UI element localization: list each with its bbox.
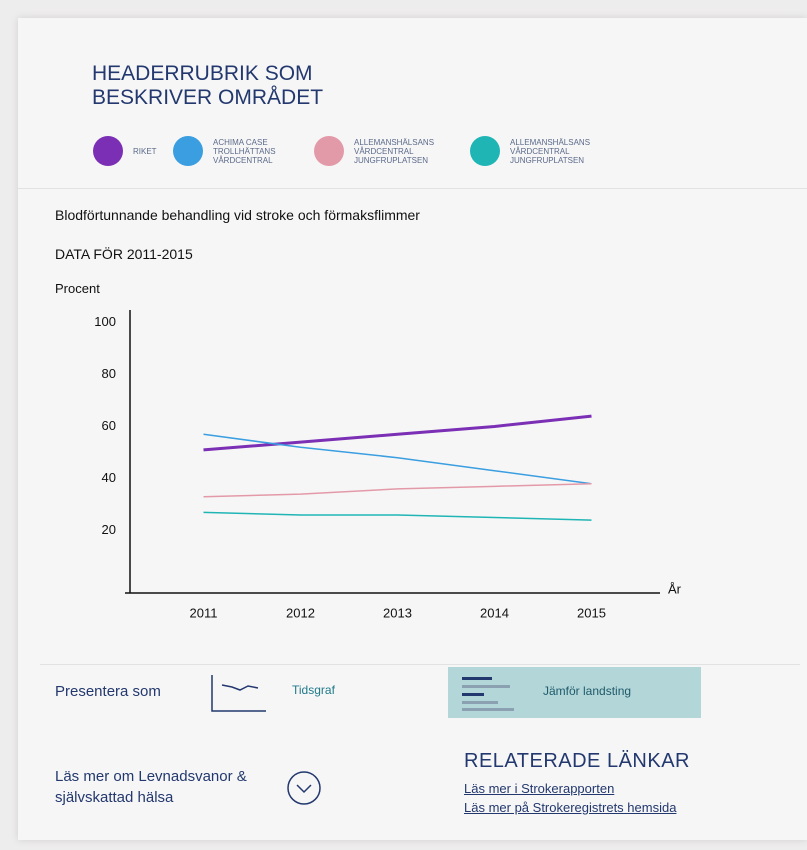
title-line: HEADERRUBRIK SOM — [92, 62, 313, 85]
legend-dot — [470, 136, 500, 166]
legend-item: ALLEMANSHÄLSANS VÅRDCENTRAL JUNGFRUPLATS… — [470, 136, 600, 166]
chart-subtitle: DATA FÖR 2011-2015 — [55, 246, 193, 262]
series-line — [203, 414, 592, 452]
present-label: Presentera som — [55, 683, 161, 700]
time-graph-icon[interactable] — [210, 673, 270, 715]
legend-label: ALLEMANSHÄLSANS VÅRDCENTRAL JUNGFRUPLATS… — [354, 137, 435, 165]
legend-label: RIKET — [133, 146, 157, 156]
series-line — [203, 511, 592, 521]
chart: År 20 40 60 80 100 2011 2012 2013 2014 2015 — [94, 310, 682, 620]
chart-title: Blodförtunnande behandling vid stroke oc… — [55, 207, 420, 223]
x-axis-label: År — [668, 581, 682, 596]
related-link[interactable]: Läs mer på Strokeregistrets hemsida — [464, 800, 677, 815]
legend-item: RIKET — [93, 136, 193, 166]
legend-item: ALLEMANSHÄLSANS VÅRDCENTRAL JUNGFRUPLATS… — [314, 136, 444, 166]
series-line — [203, 433, 592, 485]
compare-button[interactable] — [448, 667, 701, 718]
y-tick-label: 20 — [102, 522, 116, 537]
y-tick-label: 80 — [102, 366, 116, 381]
series-line — [203, 482, 592, 498]
x-tick-label: 2011 — [190, 605, 218, 620]
related-title: RELATERADE LÄNKAR — [464, 750, 690, 772]
x-tick-label: 2015 — [577, 605, 606, 620]
x-tick-label: 2013 — [383, 605, 412, 620]
legend-dot — [173, 136, 203, 166]
legend-dot — [314, 136, 344, 166]
x-tick-label: 2014 — [480, 605, 509, 620]
title-line: BESKRIVER OMRÅDET — [92, 86, 324, 109]
related-link[interactable]: Läs mer i Strokerapporten — [464, 781, 615, 796]
header-title: HEADERRUBRIK SOM BESKRIVER OMRÅDET — [92, 62, 323, 110]
y-tick-label: 100 — [94, 314, 116, 329]
divider — [18, 188, 807, 189]
option-compare[interactable]: Jämför landsting — [543, 684, 632, 698]
divider — [40, 664, 800, 665]
expand-icon[interactable] — [286, 770, 322, 806]
y-tick-label: 40 — [102, 470, 116, 485]
legend-label: ACHIMA CASE TROLLHÄTTANS VÅRDCENTRAL — [213, 137, 276, 165]
legend-item: ACHIMA CASE TROLLHÄTTANS VÅRDCENTRAL — [173, 136, 293, 166]
legend-label: ALLEMANSHÄLSANS VÅRDCENTRAL JUNGFRUPLATS… — [510, 137, 591, 165]
legend-dot — [93, 136, 123, 166]
y-tick-label: 60 — [102, 418, 116, 433]
x-tick-label: 2012 — [286, 605, 315, 620]
y-axis-label: Procent — [55, 281, 100, 296]
read-more[interactable]: Läs mer om Levnadsvanor & självskattad h… — [55, 768, 247, 806]
compare-icon — [462, 677, 514, 711]
option-time-graph[interactable]: Tidsgraf — [292, 683, 335, 697]
